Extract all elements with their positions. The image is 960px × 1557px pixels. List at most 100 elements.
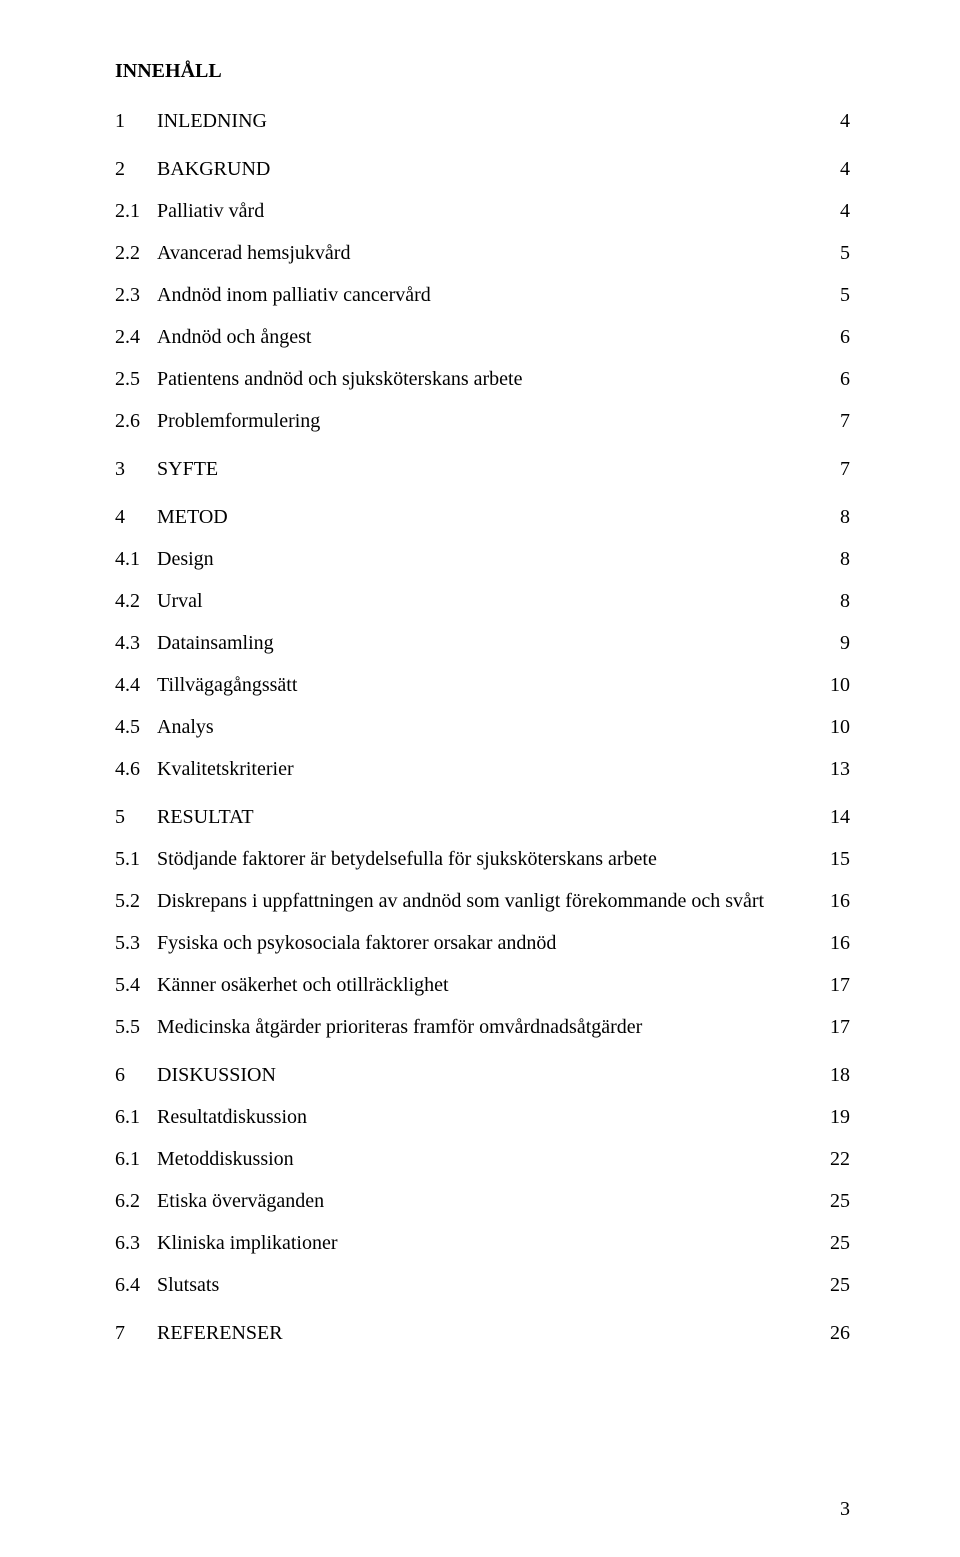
toc-entry-title: SYFTE [157,459,218,479]
toc-entry-title: REFERENSER [157,1323,283,1343]
toc-entry-number: 5 [115,807,157,827]
toc-entry-number: 2 [115,159,157,179]
toc-entry-number: 4.6 [115,759,157,779]
toc-entry-number: 2.2 [115,243,157,263]
toc-list: 1INLEDNING42BAKGRUND42.1Palliativ vård42… [115,111,850,1343]
toc-entry-page: 17 [830,975,850,995]
toc-entry-label: 2.3Andnöd inom palliativ cancervård [115,285,431,305]
toc-entry: 2BAKGRUND 4 [115,159,850,179]
toc-entry: 2.1Palliativ vård 4 [115,201,850,221]
toc-entry: 5.4Känner osäkerhet och otillräcklighet 1… [115,975,850,995]
toc-entry-label: 4METOD [115,507,228,527]
toc-entry-number: 5.3 [115,933,157,953]
toc-entry-page: 8 [840,591,850,611]
toc-entry: 7REFERENSER26 [115,1323,850,1343]
toc-entry: 2.4Andnöd och ångest6 [115,327,850,347]
toc-entry-page: 22 [830,1149,850,1169]
toc-entry-label: 2.1Palliativ vård [115,201,264,221]
toc-entry: 6.1Resultatdiskussion19 [115,1107,850,1127]
toc-page: INNEHÅLL 1INLEDNING42BAKGRUND42.1Palliat… [0,0,960,1557]
toc-entry-label: 6DISKUSSION [115,1065,276,1085]
toc-entry-title: BAKGRUND [157,159,270,179]
toc-heading: INNEHÅLL [115,60,850,83]
toc-entry: 2.3Andnöd inom palliativ cancervård5 [115,285,850,305]
toc-entry-title: Design [157,549,214,569]
toc-entry-number: 4.2 [115,591,157,611]
toc-entry: 2.2Avancerad hemsjukvård 5 [115,243,850,263]
toc-entry-label: 6.1Resultatdiskussion [115,1107,307,1127]
toc-entry-page: 13 [830,759,850,779]
toc-entry-page: 10 [830,675,850,695]
toc-entry-label: 4.4Tillvägagångssätt [115,675,297,695]
toc-entry-label: 4.6Kvalitetskriterier [115,759,294,779]
toc-entry-title: Andnöd inom palliativ cancervård [157,285,431,305]
toc-entry-page: 8 [840,549,850,569]
toc-entry: 4.5Analys10 [115,717,850,737]
toc-entry-number: 3 [115,459,157,479]
toc-entry: 5.1Stödjande faktorer är betydelsefulla … [115,849,850,869]
toc-entry-title: Slutsats [157,1275,219,1295]
toc-entry-page: 5 [840,243,850,263]
toc-entry-number: 5.1 [115,849,157,869]
toc-entry-page: 8 [840,507,850,527]
toc-entry-title: Kliniska implikationer [157,1233,338,1253]
toc-entry-number: 4 [115,507,157,527]
toc-entry-title: DISKUSSION [157,1065,276,1085]
toc-entry-page: 6 [840,369,850,389]
toc-entry-page: 25 [830,1191,850,1211]
toc-entry-title: Tillvägagångssätt [157,675,297,695]
toc-entry-title: Diskrepans i uppfattningen av andnöd som… [157,891,764,911]
toc-entry-page: 6 [840,327,850,347]
toc-entry: 4.6Kvalitetskriterier 13 [115,759,850,779]
toc-entry-page: 25 [830,1275,850,1295]
toc-entry: 4.4Tillvägagångssätt 10 [115,675,850,695]
toc-entry-title: Etiska överväganden [157,1191,324,1211]
toc-entry-title: Andnöd och ångest [157,327,311,347]
toc-entry-number: 6.3 [115,1233,157,1253]
toc-entry-title: Problemformulering [157,411,320,431]
toc-entry-page: 26 [830,1323,850,1343]
toc-entry: 4.3Datainsamling9 [115,633,850,653]
toc-entry-number: 1 [115,111,157,131]
toc-entry-label: 3SYFTE [115,459,218,479]
toc-entry-label: 5.3Fysiska och psykosociala faktorer ors… [115,933,556,953]
toc-entry-title: INLEDNING [157,111,267,131]
toc-entry-number: 6 [115,1065,157,1085]
toc-entry-title: Kvalitetskriterier [157,759,294,779]
toc-entry-number: 5.4 [115,975,157,995]
toc-entry-page: 9 [840,633,850,653]
toc-entry-page: 14 [830,807,850,827]
toc-entry-label: 6.1Metoddiskussion [115,1149,294,1169]
toc-entry-label: 2BAKGRUND [115,159,270,179]
toc-entry-label: 2.2Avancerad hemsjukvård [115,243,350,263]
toc-entry-label: 5.5Medicinska åtgärder prioriteras framf… [115,1017,642,1037]
toc-entry: 1INLEDNING4 [115,111,850,131]
page-number-footer: 3 [840,1498,850,1521]
toc-entry-page: 25 [830,1233,850,1253]
toc-entry-page: 16 [830,933,850,953]
toc-entry-title: Avancerad hemsjukvård [157,243,350,263]
toc-entry-label: 2.6Problemformulering [115,411,320,431]
toc-entry: 6.3Kliniska implikationer 25 [115,1233,850,1253]
toc-entry: 5.5Medicinska åtgärder prioriteras framf… [115,1017,850,1037]
toc-entry-number: 5.2 [115,891,157,911]
toc-entry-label: 5.4Känner osäkerhet och otillräcklighet [115,975,449,995]
toc-entry-page: 4 [840,201,850,221]
toc-entry-page: 17 [830,1017,850,1037]
toc-entry-label: 5RESULTAT [115,807,254,827]
toc-entry: 5.2Diskrepans i uppfattningen av andnöd … [115,891,850,911]
toc-entry-page: 18 [830,1065,850,1085]
toc-entry-number: 2.5 [115,369,157,389]
toc-entry-page: 4 [840,159,850,179]
toc-entry: 6.4Slutsats25 [115,1275,850,1295]
toc-entry-label: 6.3Kliniska implikationer [115,1233,338,1253]
toc-entry-number: 2.6 [115,411,157,431]
toc-entry-number: 6.1 [115,1107,157,1127]
toc-entry-title: Medicinska åtgärder prioriteras framför … [157,1017,642,1037]
toc-entry-page: 10 [830,717,850,737]
toc-entry-title: RESULTAT [157,807,254,827]
toc-entry-page: 7 [840,411,850,431]
toc-entry: 5RESULTAT 14 [115,807,850,827]
toc-entry-title: Resultatdiskussion [157,1107,307,1127]
toc-entry-number: 4.4 [115,675,157,695]
